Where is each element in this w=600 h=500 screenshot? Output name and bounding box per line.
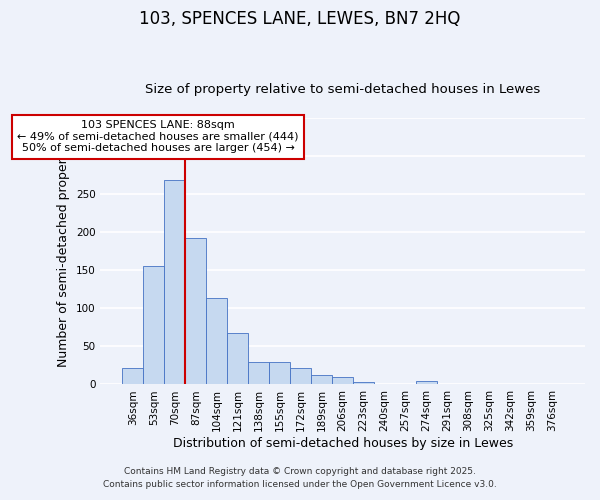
Bar <box>227 334 248 384</box>
Text: 103 SPENCES LANE: 88sqm
← 49% of semi-detached houses are smaller (444)
50% of s: 103 SPENCES LANE: 88sqm ← 49% of semi-de… <box>17 120 299 154</box>
Bar <box>143 266 164 384</box>
Bar <box>353 382 374 384</box>
Bar <box>290 368 311 384</box>
Y-axis label: Number of semi-detached properties: Number of semi-detached properties <box>57 136 70 367</box>
Text: 103, SPENCES LANE, LEWES, BN7 2HQ: 103, SPENCES LANE, LEWES, BN7 2HQ <box>139 10 461 28</box>
Bar <box>248 362 269 384</box>
Text: Contains HM Land Registry data © Crown copyright and database right 2025.
Contai: Contains HM Land Registry data © Crown c… <box>103 468 497 489</box>
Bar <box>185 238 206 384</box>
Title: Size of property relative to semi-detached houses in Lewes: Size of property relative to semi-detach… <box>145 83 541 96</box>
Bar <box>269 362 290 384</box>
Bar <box>311 376 332 384</box>
Bar <box>122 368 143 384</box>
Bar <box>332 377 353 384</box>
Bar <box>164 180 185 384</box>
X-axis label: Distribution of semi-detached houses by size in Lewes: Distribution of semi-detached houses by … <box>173 437 513 450</box>
Bar <box>206 298 227 384</box>
Bar <box>416 380 437 384</box>
